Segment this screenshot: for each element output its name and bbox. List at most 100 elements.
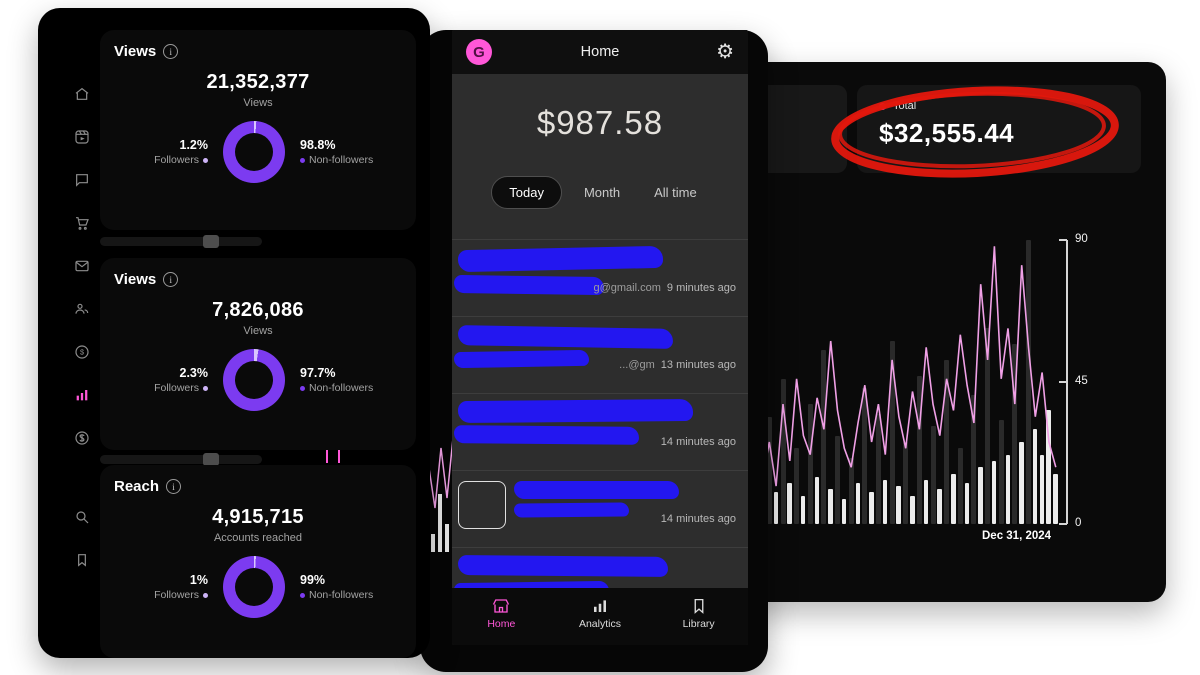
card-title: Reach bbox=[114, 478, 160, 495]
followers-label: Followers bbox=[154, 382, 208, 394]
non-followers-dot bbox=[300, 385, 305, 391]
transaction-time: 14 minutes ago bbox=[660, 513, 736, 525]
reels-icon[interactable] bbox=[74, 129, 90, 145]
followers-donut-chart bbox=[223, 349, 285, 411]
bar-series bbox=[760, 240, 1060, 524]
x-axis-date-label: Dec 31, 2024 bbox=[982, 530, 1052, 542]
total-legend-dot bbox=[879, 102, 886, 110]
redaction-scribble bbox=[457, 398, 694, 424]
chart-bar bbox=[923, 479, 929, 524]
chart-bar bbox=[828, 489, 833, 524]
chart-bar bbox=[1032, 429, 1038, 524]
chart-bar bbox=[875, 413, 881, 524]
chart-bar bbox=[1046, 410, 1051, 524]
chart-bar bbox=[1012, 344, 1018, 524]
nav-home[interactable]: Home bbox=[466, 597, 536, 630]
chart-bar bbox=[937, 489, 942, 524]
people-icon[interactable] bbox=[74, 301, 90, 317]
home-nav-icon bbox=[493, 599, 510, 613]
chart-bar bbox=[1005, 454, 1010, 524]
dollar-icon[interactable] bbox=[74, 430, 90, 446]
chart-bar bbox=[910, 495, 915, 524]
redaction-scribble bbox=[453, 425, 640, 445]
transaction-row[interactable]: 14 minutes ago bbox=[452, 471, 748, 548]
horizontal-scrollbar[interactable] bbox=[100, 235, 262, 248]
chart-bar bbox=[903, 442, 909, 524]
search-icon[interactable] bbox=[74, 509, 90, 525]
y-axis-tick bbox=[1059, 381, 1067, 383]
tab-all-time[interactable]: All time bbox=[654, 185, 697, 200]
redaction-scribble bbox=[453, 349, 590, 369]
nav-analytics[interactable]: Analytics bbox=[565, 597, 635, 630]
period-tabs: Today Month All time bbox=[452, 176, 748, 209]
non-followers-dot bbox=[300, 592, 305, 598]
messages-icon[interactable] bbox=[74, 172, 90, 188]
transaction-row[interactable]: ...@gm 13 minutes ago bbox=[452, 317, 748, 394]
horizontal-scrollbar[interactable] bbox=[100, 453, 262, 466]
total-sales-card[interactable]: Total $32,555.44 bbox=[857, 85, 1141, 173]
nav-library-label: Library bbox=[682, 618, 715, 630]
metric-value: 21,352,377 bbox=[206, 71, 310, 93]
chart-bar bbox=[807, 404, 813, 524]
chart-bar bbox=[951, 473, 956, 524]
insights-icon[interactable] bbox=[74, 387, 90, 403]
chart-bar bbox=[971, 394, 977, 524]
analytics-nav-icon bbox=[593, 600, 606, 612]
mail-icon[interactable] bbox=[74, 258, 90, 274]
chart-bar bbox=[773, 492, 779, 524]
non-followers-label: Non-followers bbox=[300, 589, 373, 601]
cart-icon[interactable] bbox=[74, 215, 90, 231]
svg-text:$: $ bbox=[80, 348, 84, 357]
transaction-row[interactable]: 14 minutes ago bbox=[452, 394, 748, 471]
insights-panel: $ Views 21,352,377 Views 1.2% Followers bbox=[38, 8, 430, 658]
redaction-scribble bbox=[513, 502, 630, 518]
bookmark-icon[interactable] bbox=[74, 552, 90, 568]
followers-donut-chart bbox=[223, 121, 285, 183]
card-title: Views bbox=[114, 271, 157, 288]
chart-bar bbox=[1039, 454, 1045, 524]
balance-amount: $987.58 bbox=[536, 104, 664, 141]
followers-dot bbox=[203, 385, 208, 391]
email-fragment: ...@gm bbox=[619, 359, 655, 371]
metric-label: Accounts reached bbox=[213, 532, 303, 544]
chart-bar bbox=[1026, 240, 1031, 524]
settings-gear-icon[interactable]: ⚙ bbox=[716, 41, 734, 63]
followers-pct: 1.2% bbox=[179, 138, 209, 152]
scrollbar-handle[interactable] bbox=[203, 453, 219, 466]
tab-month[interactable]: Month bbox=[583, 185, 621, 200]
redaction-scribble bbox=[514, 481, 679, 499]
info-icon[interactable] bbox=[166, 479, 182, 494]
chart-bar bbox=[766, 416, 772, 524]
product-thumbnail-outline bbox=[458, 481, 506, 529]
transaction-time: 14 minutes ago bbox=[660, 436, 736, 448]
y-tick-label: 45 bbox=[1075, 375, 1088, 387]
info-icon[interactable] bbox=[163, 44, 179, 59]
tab-today[interactable]: Today bbox=[491, 176, 562, 209]
followers-pct: 1% bbox=[189, 573, 208, 587]
redaction-scribble bbox=[457, 245, 664, 273]
chart-bar bbox=[835, 435, 840, 524]
non-followers-pct: 97.7% bbox=[300, 366, 336, 380]
info-icon[interactable] bbox=[163, 272, 179, 287]
chart-bar bbox=[978, 467, 983, 524]
sidebar: $ bbox=[72, 86, 92, 568]
redaction-scribble bbox=[457, 325, 674, 349]
non-followers-pct: 99% bbox=[300, 573, 326, 587]
scrollbar-handle[interactable] bbox=[203, 235, 219, 248]
money-icon[interactable]: $ bbox=[74, 344, 90, 360]
sales-dashboard-panel: Total $32,555.44 90 45 0 Dec 31, 2024 bbox=[740, 62, 1166, 602]
nav-library[interactable]: Library bbox=[664, 597, 734, 630]
home-icon[interactable] bbox=[74, 86, 90, 102]
followers-donut-chart bbox=[223, 556, 285, 618]
transaction-row[interactable]: g@gmail.com 9 minutes ago bbox=[452, 240, 748, 317]
chart-bar bbox=[862, 388, 868, 524]
chart-bar bbox=[1019, 442, 1024, 524]
total-value: $32,555.44 bbox=[879, 118, 1015, 148]
redaction-scribble bbox=[453, 274, 605, 296]
followers-pct: 2.3% bbox=[179, 366, 209, 380]
email-fragment: g@gmail.com bbox=[593, 282, 661, 294]
app-logo[interactable]: G bbox=[466, 39, 492, 65]
chart-bar bbox=[998, 419, 1004, 524]
library-nav-icon bbox=[694, 598, 704, 614]
followers-label: Followers bbox=[154, 589, 208, 601]
